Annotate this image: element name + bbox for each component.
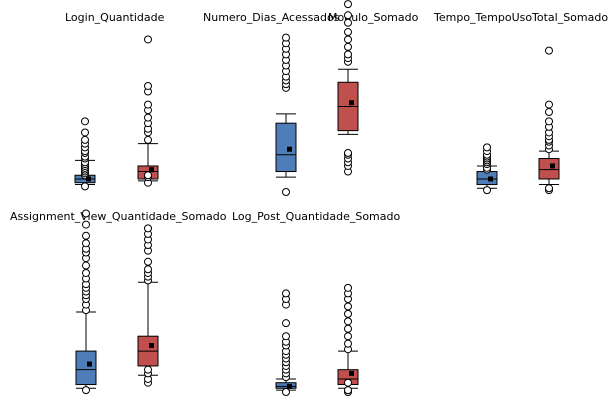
panel-5-series-1-outlier-8 [144, 257, 152, 266]
panel-5-series-1-outlier-13 [144, 224, 152, 233]
panel-0-series-1-outlier-2 [144, 171, 152, 180]
panel-6-series-0-mean [287, 383, 292, 389]
panel-5-series-0-outlier-16 [82, 220, 90, 229]
panel-1-series-1-outlier-9 [344, 42, 352, 51]
panel-1-series-0-box [275, 122, 297, 173]
panel-4-series-1-outlier-1 [545, 184, 553, 193]
panel-4-series-0-outlier-0 [483, 186, 491, 195]
panel-1-series-1-outlier-14 [344, 0, 352, 9]
panel-5-series-0-outlier-14 [82, 239, 90, 248]
panel-6-series-0-outlier-12 [282, 319, 290, 328]
panel-0-series-0-outlier-16 [81, 128, 89, 137]
panel-1-series-0-mean [287, 146, 292, 152]
panel-5-series-0-outlier-0 [82, 386, 90, 395]
panel-4-series-1-box [538, 158, 560, 180]
panel-6-series-1-outlier-8 [344, 309, 352, 318]
panel-0-series-1-outlier-3 [144, 135, 152, 144]
panel-title-login: Login_Quantidade [65, 11, 165, 24]
panel-6-series-1-outlier-12 [344, 283, 352, 292]
panel-6-series-1-outlier-2 [344, 378, 352, 387]
panel-6-series-1-outlier-1 [344, 386, 352, 395]
panel-6-series-1-outlier-6 [344, 324, 352, 333]
panel-6-series-0-box [275, 382, 297, 389]
panel-0-series-1-mean [149, 167, 154, 173]
panel-5-series-0-box [75, 350, 97, 386]
panel-6-series-0-outlier-11 [282, 332, 290, 341]
panel-4-series-1-outlier-9 [545, 117, 553, 126]
panel-title-dias: Numero_Dias_Acessados [203, 11, 340, 24]
panel-1-series-1-outlier-8 [344, 50, 352, 59]
panel-1-series-1-outlier-13 [344, 11, 352, 20]
panel-0-series-1-outlier-11 [144, 81, 152, 90]
panel-6-series-1-mean [349, 370, 354, 376]
panel-4-series-0-mean [488, 176, 493, 182]
panel-5-series-0-outlier-10 [82, 261, 90, 270]
panel-4-series-1-mean [550, 163, 555, 169]
panel-1-series-1-outlier-10 [344, 35, 352, 44]
panel-0-series-0-outlier-17 [81, 117, 89, 126]
panel-4-series-1-outlier-12 [545, 46, 553, 55]
panel-6-series-0-outlier-15 [282, 289, 290, 298]
panel-4-series-0-outlier-10 [483, 143, 491, 152]
panel-title-assignment: Assignment_View_Quantidade_Somado [10, 210, 227, 223]
panel-5-series-0-outlier-15 [82, 231, 90, 240]
panel-0-series-0-mean [86, 176, 91, 182]
panel-4-series-1-outlier-11 [545, 100, 553, 109]
panel-5-series-0-outlier-17 [82, 209, 90, 218]
panel-1-series-0-outlier-0 [282, 188, 290, 196]
panel-title-logpost: Log_Post_Quantidade_Somado [232, 210, 401, 223]
panel-0-series-1-outlier-7 [144, 113, 152, 122]
panel-0-series-1-outlier-12 [144, 35, 152, 44]
panel-6-series-1-outlier-5 [344, 332, 352, 341]
panel-4-series-1-outlier-10 [545, 108, 553, 117]
panel-0-series-0-outlier-15 [81, 135, 89, 144]
panel-5-series-1-outlier-7 [144, 265, 152, 274]
panel-6-series-1-outlier-4 [344, 339, 352, 348]
panel-title-total: Total_Somado [532, 11, 609, 24]
panel-5-series-0-outlier-9 [82, 268, 90, 277]
panel-6-series-1-outlier-9 [344, 302, 352, 311]
panel-1-series-1-outlier-12 [344, 18, 352, 27]
panel-5-series-1-outlier-3 [144, 365, 152, 374]
panel-title-tempo: Tempo_TempoUso [434, 11, 533, 24]
panel-1-series-1-outlier-11 [344, 28, 352, 37]
panel-0-series-1-outlier-9 [144, 100, 152, 109]
panel-0-series-0-outlier-0 [81, 182, 89, 191]
panel-1-series-1-outlier-5 [344, 148, 352, 157]
panel-5-series-1-mean [149, 343, 154, 348]
panel-5-series-0-mean [87, 361, 92, 367]
panel-1-series-0-outlier-11 [282, 33, 290, 42]
panel-6-series-0-outlier-0 [282, 388, 290, 396]
panel-6-series-1-outlier-7 [344, 317, 352, 326]
panel-1-series-1-mean [349, 100, 354, 106]
